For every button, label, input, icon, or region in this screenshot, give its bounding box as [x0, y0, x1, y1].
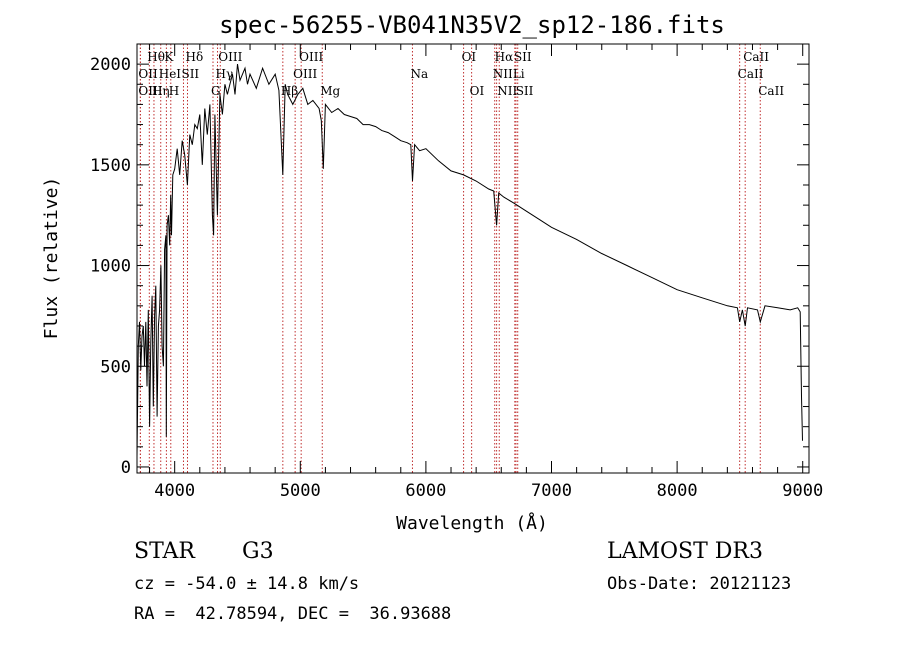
- spectral-line-label: Hθ: [147, 50, 165, 64]
- x-tick-label: 6000: [405, 481, 446, 501]
- spectral-line-label: SII: [181, 67, 199, 81]
- object-class: STAR: [134, 539, 195, 564]
- spectral-line-label: Li: [513, 67, 525, 81]
- object-subclass: G3: [242, 539, 274, 564]
- y-axis-ticks: 0 500 1000 1500 2000: [90, 55, 809, 478]
- x-tick-label: 8000: [657, 481, 698, 501]
- y-axis-label: Flux (relative): [41, 177, 62, 340]
- spectral-line-label: OIII: [138, 84, 162, 98]
- x-axis-label: Wavelength (Å): [396, 512, 548, 534]
- x-tick-label: 5000: [280, 481, 321, 501]
- spectral-line-label: NII: [493, 67, 513, 81]
- y-tick-label: 2000: [90, 55, 131, 75]
- spectral-line-label: Hγ: [216, 67, 234, 81]
- spectral-line-label: K: [164, 50, 174, 64]
- x-axis-ticks: 4000 5000 6000 7000 8000 9000: [149, 44, 823, 501]
- chart-title: spec-56255-VB041N35V2_sp12-186.fits: [219, 11, 725, 39]
- spectral-line-label: Na: [410, 67, 428, 81]
- survey-name: LAMOST DR3: [607, 539, 763, 564]
- spectral-line-markers: [139, 44, 761, 473]
- x-tick-label: 9000: [782, 481, 823, 501]
- spectral-line-label: Mg: [320, 84, 340, 98]
- spectral-line-label: Hδ: [185, 50, 203, 64]
- spectral-line-label: NII: [497, 84, 517, 98]
- spectral-line-label: G: [211, 84, 221, 98]
- spectral-line-label: OIII: [293, 67, 317, 81]
- spectral-line-label: SII: [514, 50, 532, 64]
- x-tick-label: 4000: [154, 481, 195, 501]
- spectral-line-label: HeI: [159, 67, 182, 81]
- y-tick-label: 1000: [90, 257, 131, 277]
- spectral-line-label: Hη: [152, 84, 170, 98]
- spectral-line-label: SII: [516, 84, 534, 98]
- spectral-line-label: H: [169, 84, 179, 98]
- y-tick-label: 0: [121, 458, 131, 478]
- plot-frame: [136, 43, 810, 474]
- spectral-line-label: Hα: [495, 50, 514, 64]
- spectral-line-label: CaII: [743, 50, 769, 64]
- spectral-line-label: OI: [462, 50, 477, 64]
- spectral-line-label: OI: [470, 84, 485, 98]
- obs-date: Obs-Date: 20121123: [607, 574, 792, 594]
- spectral-line-label: CaII: [758, 84, 784, 98]
- redshift-readout: cz = -54.0 ± 14.8 km/s: [134, 574, 360, 594]
- y-tick-label: 500: [100, 357, 131, 377]
- spectral-line-label: CaII: [738, 67, 764, 81]
- spectral-line-label: Hβ: [281, 84, 298, 98]
- spectral-line-label: OIII: [299, 50, 323, 64]
- coordinates: RA = 42.78594, DEC = 36.93688: [134, 604, 452, 624]
- spectrum-series-line: [136, 64, 803, 457]
- spectral-line-label: OIII: [218, 50, 242, 64]
- x-tick-label: 7000: [531, 481, 572, 501]
- y-tick-label: 1500: [90, 156, 131, 176]
- spectral-line-label: OII: [138, 67, 158, 81]
